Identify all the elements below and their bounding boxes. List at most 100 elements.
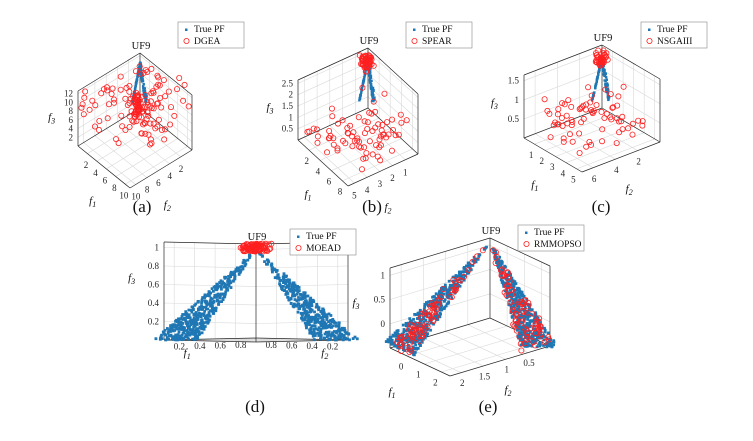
true-pf-point xyxy=(338,330,342,334)
true-pf-point xyxy=(461,270,465,274)
algo-point xyxy=(119,123,126,130)
algo-point xyxy=(117,86,124,93)
algo-point xyxy=(147,120,154,127)
true-pf-point xyxy=(193,330,197,334)
true-pf-point xyxy=(432,295,436,299)
x-tick-label: 1 xyxy=(529,150,534,160)
true-pf-point xyxy=(402,328,406,331)
true-pf-point xyxy=(231,279,235,283)
algo-point xyxy=(132,68,139,75)
true-pf-point xyxy=(509,279,513,283)
true-pf-point xyxy=(310,324,314,328)
algo-point xyxy=(135,107,142,114)
true-pf-point xyxy=(214,306,218,310)
algo-point xyxy=(450,276,457,283)
true-pf-point xyxy=(538,333,542,337)
true-pf-point xyxy=(442,307,445,311)
true-pf-point xyxy=(340,332,344,336)
true-pf-point xyxy=(313,321,317,325)
true-pf-point xyxy=(195,330,199,334)
z-tick-label: 2 xyxy=(289,90,294,100)
algo-point xyxy=(613,115,620,122)
algo-point xyxy=(389,116,396,123)
z-axis-label: f3 xyxy=(128,272,135,286)
true-pf-point xyxy=(193,325,197,328)
z-tick-label: 12 xyxy=(64,89,73,99)
legend-algo-label: NSGAIII xyxy=(657,37,692,47)
x-tick-label: 0.8 xyxy=(235,340,247,350)
true-pf-point xyxy=(397,346,401,350)
true-pf-point xyxy=(179,335,183,339)
true-pf-point xyxy=(266,262,269,266)
true-pf-point xyxy=(413,341,417,345)
algo-point xyxy=(620,83,627,90)
legend-box xyxy=(405,21,473,49)
algo-point xyxy=(160,77,167,84)
true-pf-point xyxy=(324,315,328,319)
series-nsgaiii xyxy=(541,47,646,156)
algo-point xyxy=(154,100,161,107)
true-pf-point xyxy=(288,278,291,282)
true-pf-point xyxy=(314,305,318,309)
algo-point xyxy=(407,345,414,352)
true-pf-point xyxy=(384,340,388,343)
true-pf-point xyxy=(347,332,351,336)
true-pf-point xyxy=(273,276,277,280)
true-pf-point xyxy=(216,295,220,298)
algo-point xyxy=(86,106,93,113)
z-axis-label: f3 xyxy=(352,297,359,311)
y-tick-label: 1.5 xyxy=(479,371,491,381)
algo-point xyxy=(363,150,370,157)
true-pf-point xyxy=(527,311,531,315)
algo-point xyxy=(144,109,151,116)
algo-point xyxy=(578,119,585,126)
true-pf-point xyxy=(512,305,516,309)
true-pf-point xyxy=(202,327,206,330)
true-pf-point xyxy=(200,304,203,307)
algo-point xyxy=(92,123,99,130)
true-pf-point xyxy=(408,323,411,327)
algo-point xyxy=(586,138,593,145)
true-pf-point xyxy=(308,298,312,302)
true-pf-point xyxy=(226,277,230,281)
true-pf-point xyxy=(433,298,437,302)
true-pf-point xyxy=(179,323,182,326)
true-pf-point xyxy=(457,274,460,278)
true-pf-point xyxy=(316,317,320,321)
true-pf-point xyxy=(408,317,412,321)
y-tick-label: 0.6 xyxy=(286,340,298,350)
algo-point xyxy=(241,242,248,249)
algo-point xyxy=(148,65,155,72)
true-pf-point xyxy=(415,329,419,333)
true-pf-point xyxy=(443,283,447,287)
algo-point xyxy=(585,84,592,91)
legend-algo-marker xyxy=(523,240,530,247)
true-pf-point xyxy=(525,314,529,318)
true-pf-point xyxy=(308,331,312,334)
true-pf-point xyxy=(293,283,297,287)
algo-point xyxy=(565,97,572,104)
true-pf-point xyxy=(212,307,216,310)
chart-panel-e: 0 1 2 0.5 1 1.5 2 0 0.5 1 f1 f2 f3 UF9 True PF RMMOPSO (… xyxy=(352,224,585,416)
true-pf-point xyxy=(279,279,283,282)
true-pf-point xyxy=(201,307,204,311)
true-pf-point xyxy=(176,338,180,342)
true-pf-point xyxy=(241,267,245,271)
true-pf-point xyxy=(293,285,297,289)
true-pf-point xyxy=(543,326,546,330)
true-pf-point xyxy=(188,331,192,334)
true-pf-point xyxy=(181,313,185,316)
algo-point xyxy=(101,86,108,93)
algo-point xyxy=(388,147,395,154)
true-pf-point xyxy=(546,331,550,335)
true-pf-point xyxy=(538,344,542,348)
true-pf-point xyxy=(409,349,413,353)
true-pf-point xyxy=(522,343,526,347)
algo-point xyxy=(122,127,129,134)
true-pf-point xyxy=(198,305,202,309)
true-pf-point xyxy=(207,290,211,294)
algo-point xyxy=(398,119,405,126)
z-tick-label: 0.6 xyxy=(148,280,160,290)
true-pf-point xyxy=(236,266,240,270)
algo-point xyxy=(155,116,162,123)
